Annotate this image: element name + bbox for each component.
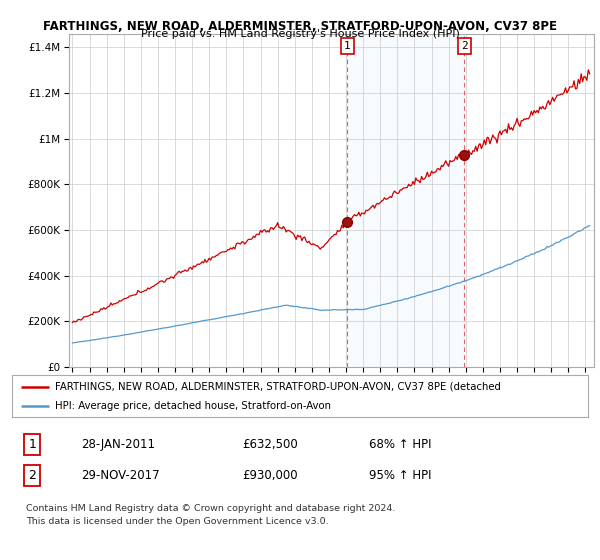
- Text: 1: 1: [344, 41, 351, 51]
- Text: 1: 1: [28, 438, 36, 451]
- Text: 95% ↑ HPI: 95% ↑ HPI: [369, 469, 431, 482]
- Text: £930,000: £930,000: [242, 469, 298, 482]
- Text: 2: 2: [461, 41, 468, 51]
- Text: £632,500: £632,500: [242, 438, 298, 451]
- Text: 29-NOV-2017: 29-NOV-2017: [81, 469, 160, 482]
- Text: 2: 2: [28, 469, 36, 482]
- Text: Price paid vs. HM Land Registry's House Price Index (HPI): Price paid vs. HM Land Registry's House …: [140, 29, 460, 39]
- Text: HPI: Average price, detached house, Stratford-on-Avon: HPI: Average price, detached house, Stra…: [55, 401, 331, 411]
- Text: 68% ↑ HPI: 68% ↑ HPI: [369, 438, 431, 451]
- Text: FARTHINGS, NEW ROAD, ALDERMINSTER, STRATFORD-UPON-AVON, CV37 8PE: FARTHINGS, NEW ROAD, ALDERMINSTER, STRAT…: [43, 20, 557, 32]
- Text: FARTHINGS, NEW ROAD, ALDERMINSTER, STRATFORD-UPON-AVON, CV37 8PE (detached: FARTHINGS, NEW ROAD, ALDERMINSTER, STRAT…: [55, 381, 501, 391]
- Text: This data is licensed under the Open Government Licence v3.0.: This data is licensed under the Open Gov…: [26, 517, 329, 526]
- Text: 28-JAN-2011: 28-JAN-2011: [81, 438, 155, 451]
- Bar: [347, 34, 464, 367]
- Text: Contains HM Land Registry data © Crown copyright and database right 2024.: Contains HM Land Registry data © Crown c…: [26, 505, 396, 514]
